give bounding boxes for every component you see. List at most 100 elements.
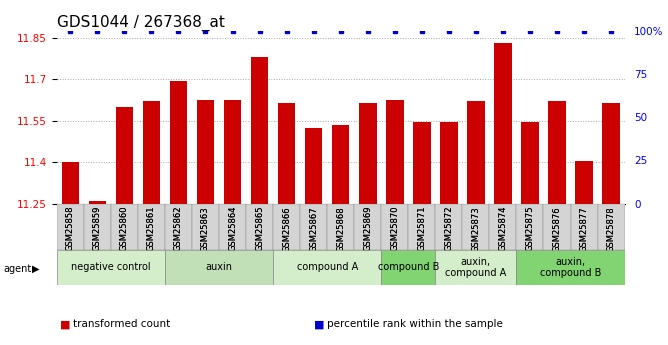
Text: GSM25871: GSM25871 <box>418 206 426 252</box>
Bar <box>192 204 219 250</box>
Text: transformed count: transformed count <box>73 319 171 329</box>
Text: GSM25866: GSM25866 <box>282 206 291 252</box>
Bar <box>359 103 377 204</box>
Text: GSM25858: GSM25858 <box>66 206 75 252</box>
Text: GSM25862: GSM25862 <box>174 206 183 252</box>
Text: GSM25861: GSM25861 <box>147 206 156 252</box>
Bar <box>570 204 598 250</box>
Text: ■: ■ <box>60 319 71 329</box>
Text: GSM25878: GSM25878 <box>607 206 615 252</box>
Text: GSM25870: GSM25870 <box>390 206 399 252</box>
Bar <box>436 250 516 285</box>
Text: GSM25859: GSM25859 <box>93 206 102 251</box>
Bar <box>57 204 84 250</box>
Bar <box>544 204 570 250</box>
Bar <box>462 204 490 250</box>
Bar <box>408 204 436 250</box>
Bar <box>467 101 485 204</box>
Text: GSM25863: GSM25863 <box>201 206 210 252</box>
Bar <box>354 204 381 250</box>
Bar <box>224 100 241 204</box>
Text: GSM25875: GSM25875 <box>526 206 534 252</box>
Text: percentile rank within the sample: percentile rank within the sample <box>327 319 503 329</box>
Text: auxin,
compound A: auxin, compound A <box>446 257 506 278</box>
Text: GSM25860: GSM25860 <box>120 206 129 252</box>
Text: GSM25877: GSM25877 <box>580 206 589 252</box>
Text: GSM25861: GSM25861 <box>147 206 156 252</box>
Text: GSM25874: GSM25874 <box>498 206 508 252</box>
Text: GSM25867: GSM25867 <box>309 206 318 252</box>
Bar <box>138 204 165 250</box>
Bar <box>165 204 192 250</box>
Text: GSM25878: GSM25878 <box>607 206 615 252</box>
Bar <box>57 250 165 285</box>
Text: GSM25867: GSM25867 <box>309 206 318 252</box>
Text: GSM25869: GSM25869 <box>363 206 372 252</box>
Text: GSM25868: GSM25868 <box>336 206 345 252</box>
Bar <box>386 100 403 204</box>
Bar <box>273 250 381 285</box>
Bar <box>413 122 431 204</box>
Text: ■: ■ <box>314 319 325 329</box>
Bar <box>516 204 544 250</box>
Bar <box>548 101 566 204</box>
Bar <box>170 81 187 204</box>
Bar <box>143 101 160 204</box>
Text: GSM25864: GSM25864 <box>228 206 237 252</box>
Bar <box>494 43 512 204</box>
Text: GSM25858: GSM25858 <box>66 206 75 252</box>
Text: GSM25875: GSM25875 <box>526 206 534 252</box>
Bar <box>436 204 462 250</box>
Text: GSM25871: GSM25871 <box>418 206 426 252</box>
Bar <box>111 204 138 250</box>
Bar <box>246 204 273 250</box>
Bar <box>196 100 214 204</box>
Text: GSM25862: GSM25862 <box>174 206 183 252</box>
Text: GSM25873: GSM25873 <box>472 206 480 252</box>
Bar <box>381 250 436 285</box>
Text: auxin: auxin <box>206 263 232 272</box>
Text: GSM25873: GSM25873 <box>472 206 480 252</box>
Text: GSM25864: GSM25864 <box>228 206 237 252</box>
Text: GSM25870: GSM25870 <box>390 206 399 252</box>
Text: GSM25874: GSM25874 <box>498 206 508 252</box>
Bar <box>61 162 79 204</box>
Text: GSM25876: GSM25876 <box>552 206 562 252</box>
Bar <box>89 201 106 204</box>
Text: GSM25865: GSM25865 <box>255 206 264 252</box>
Text: compound A: compound A <box>297 263 358 272</box>
Text: ▶: ▶ <box>32 264 39 274</box>
Bar <box>327 204 354 250</box>
Bar <box>300 204 327 250</box>
Bar <box>575 161 593 204</box>
Bar <box>332 125 349 204</box>
Text: GSM25872: GSM25872 <box>444 206 454 252</box>
Text: agent: agent <box>3 264 31 274</box>
Bar <box>598 204 625 250</box>
Bar <box>165 250 273 285</box>
Bar <box>521 122 538 204</box>
Bar <box>116 107 133 204</box>
Text: GSM25866: GSM25866 <box>282 206 291 252</box>
Bar <box>250 57 269 204</box>
Text: GSM25868: GSM25868 <box>336 206 345 252</box>
Bar <box>440 122 458 204</box>
Text: GSM25876: GSM25876 <box>552 206 562 252</box>
Text: negative control: negative control <box>71 263 151 272</box>
Text: GSM25872: GSM25872 <box>444 206 454 252</box>
Text: auxin,
compound B: auxin, compound B <box>540 257 601 278</box>
Text: GSM25865: GSM25865 <box>255 206 264 252</box>
Text: GSM25877: GSM25877 <box>580 206 589 252</box>
Bar <box>305 128 323 204</box>
Bar <box>381 204 408 250</box>
Bar <box>273 204 300 250</box>
Bar <box>490 204 516 250</box>
Text: compound B: compound B <box>377 263 439 272</box>
Bar <box>603 103 620 204</box>
Text: GSM25863: GSM25863 <box>201 206 210 252</box>
Bar <box>219 204 246 250</box>
Text: GDS1044 / 267368_at: GDS1044 / 267368_at <box>57 15 224 31</box>
Text: GSM25869: GSM25869 <box>363 206 372 252</box>
Text: GSM25860: GSM25860 <box>120 206 129 252</box>
Bar <box>516 250 625 285</box>
